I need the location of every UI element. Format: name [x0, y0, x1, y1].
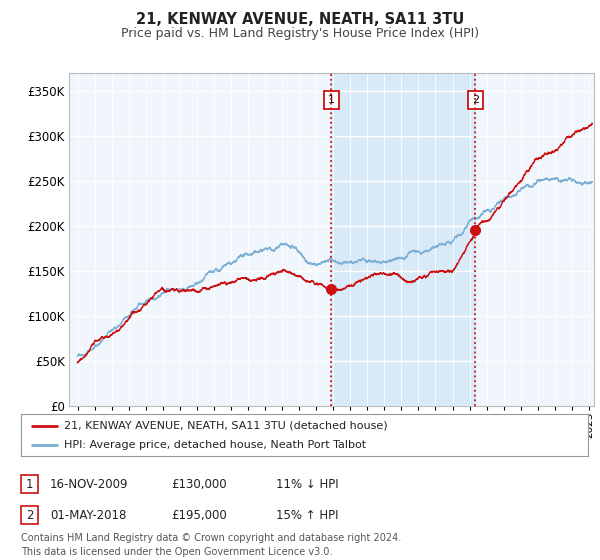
Text: £130,000: £130,000 — [171, 478, 227, 491]
Text: 15% ↑ HPI: 15% ↑ HPI — [276, 508, 338, 522]
Text: 16-NOV-2009: 16-NOV-2009 — [50, 478, 128, 491]
Text: 21, KENWAY AVENUE, NEATH, SA11 3TU (detached house): 21, KENWAY AVENUE, NEATH, SA11 3TU (deta… — [64, 421, 387, 431]
Text: Price paid vs. HM Land Registry's House Price Index (HPI): Price paid vs. HM Land Registry's House … — [121, 27, 479, 40]
Text: HPI: Average price, detached house, Neath Port Talbot: HPI: Average price, detached house, Neat… — [64, 440, 365, 450]
Text: 2: 2 — [26, 508, 33, 522]
Text: 01-MAY-2018: 01-MAY-2018 — [50, 508, 126, 522]
Text: 1: 1 — [26, 478, 33, 491]
Bar — [331, 73, 475, 406]
Text: Contains HM Land Registry data © Crown copyright and database right 2024.
This d: Contains HM Land Registry data © Crown c… — [21, 533, 401, 557]
Text: 2: 2 — [472, 95, 479, 105]
Text: 1: 1 — [328, 95, 335, 105]
Text: £195,000: £195,000 — [171, 508, 227, 522]
Text: 11% ↓ HPI: 11% ↓ HPI — [276, 478, 338, 491]
Text: 21, KENWAY AVENUE, NEATH, SA11 3TU: 21, KENWAY AVENUE, NEATH, SA11 3TU — [136, 12, 464, 27]
